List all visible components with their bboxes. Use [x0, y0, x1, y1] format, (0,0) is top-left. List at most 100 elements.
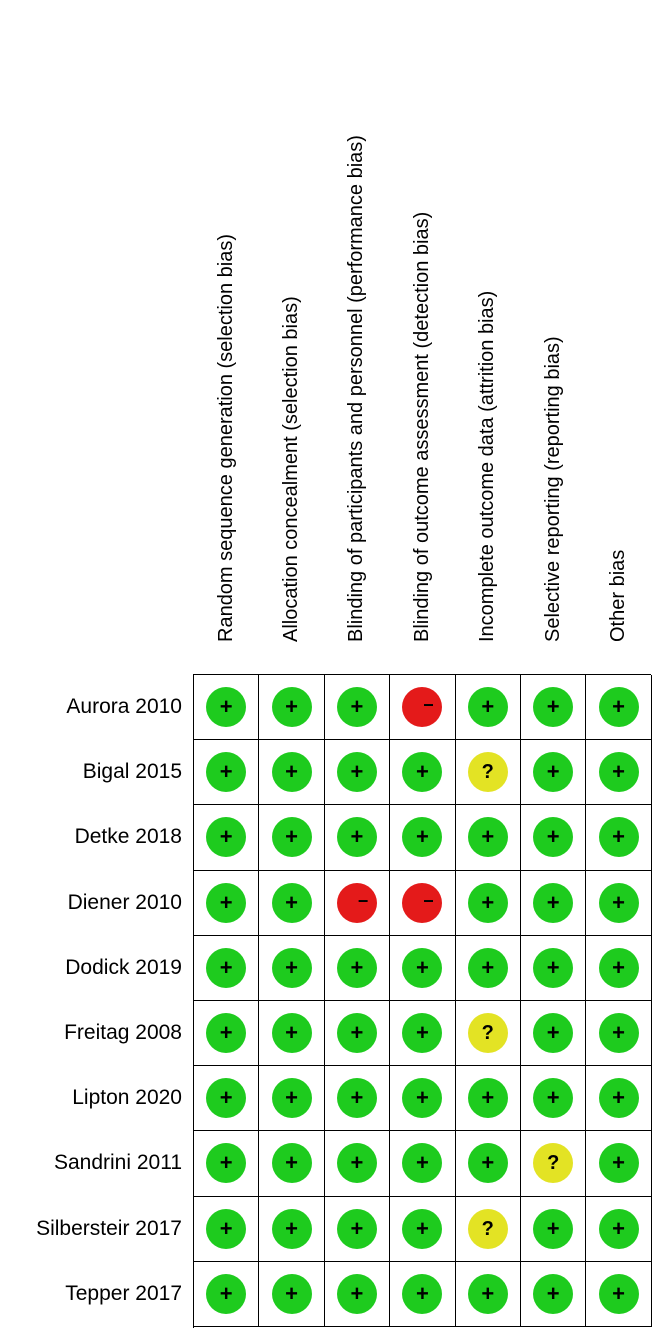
rating-cell: +	[324, 1131, 391, 1197]
risk-symbol: +	[612, 889, 625, 915]
rating-cell: −	[390, 675, 456, 741]
rating-cell: +	[455, 935, 521, 1001]
risk-symbol: +	[285, 759, 298, 785]
low-risk-icon: +	[467, 817, 508, 858]
rating-cell: +	[194, 1001, 260, 1067]
risk-symbol: +	[285, 954, 298, 980]
rating-cell: +	[390, 1066, 456, 1132]
low-risk-icon: +	[336, 1078, 377, 1119]
rating-cell: ?	[455, 1001, 521, 1067]
low-risk-icon: +	[402, 1208, 443, 1249]
study-label: Bigal 2015	[82, 760, 182, 784]
risk-symbol: ?	[547, 1152, 560, 1175]
domain-header-label: Blinding of participants and personnel (…	[345, 135, 368, 642]
risk-symbol: ?	[481, 761, 494, 784]
rating-cell: +	[521, 1001, 587, 1067]
rating-cell: +	[259, 870, 325, 936]
rating-cell: +	[390, 740, 456, 806]
rating-cell: +	[259, 805, 325, 871]
rating-cell: +	[455, 675, 521, 741]
risk-symbol: +	[350, 694, 364, 720]
risk-symbol: +	[219, 694, 233, 720]
risk-symbol: +	[350, 1085, 364, 1111]
low-risk-icon: +	[402, 817, 443, 858]
domain-header: Other bias	[585, 0, 650, 672]
risk-symbol: +	[415, 954, 429, 980]
rating-cell: +	[324, 805, 391, 871]
rating-cell: +	[259, 1261, 325, 1327]
risk-symbol: +	[612, 954, 625, 980]
rating-cell: +	[259, 675, 325, 741]
risk-symbol: −	[423, 890, 434, 911]
high-risk-icon: −	[402, 882, 443, 923]
study-label: Freitag 2008	[64, 1021, 182, 1044]
risk-symbol: +	[350, 824, 364, 850]
low-risk-icon: +	[336, 1143, 377, 1184]
low-risk-icon: +	[598, 752, 639, 793]
domain-header-label: Random sequence generation (selection bi…	[214, 233, 237, 642]
risk-symbol: +	[219, 1280, 233, 1306]
low-risk-icon: +	[271, 947, 312, 988]
risk-symbol: +	[546, 824, 560, 850]
rating-cell: +	[521, 1066, 587, 1132]
low-risk-icon: +	[598, 1273, 639, 1314]
rating-cell: +	[455, 805, 521, 871]
domain-header: Blinding of participants and personnel (…	[324, 0, 389, 672]
low-risk-icon: +	[533, 1208, 574, 1249]
rating-cell: +	[259, 935, 325, 1001]
low-risk-icon: +	[271, 1013, 312, 1054]
rating-cell: +	[324, 675, 391, 741]
low-risk-icon: +	[402, 1013, 443, 1054]
rating-cell: +	[259, 740, 325, 806]
risk-symbol: +	[546, 759, 560, 785]
low-risk-icon: +	[336, 752, 377, 793]
low-risk-icon: +	[271, 1273, 312, 1314]
risk-symbol: +	[612, 694, 625, 720]
low-risk-icon: +	[533, 817, 574, 858]
study-label: Aurora 2010	[66, 695, 182, 718]
rating-cell: +	[521, 740, 587, 806]
low-risk-icon: +	[336, 817, 377, 858]
low-risk-icon: +	[206, 1208, 247, 1249]
risk-symbol: +	[285, 1085, 298, 1111]
domain-headers: Random sequence generation (selection bi…	[214, 0, 650, 672]
risk-symbol: ?	[481, 1022, 494, 1045]
risk-symbol: +	[219, 759, 233, 785]
domain-header: Blinding of outcome assessment (detectio…	[389, 0, 454, 672]
rating-cell: +	[521, 1196, 587, 1262]
risk-symbol: +	[350, 1020, 364, 1046]
rating-cell: +	[586, 1001, 652, 1067]
risk-symbol: +	[219, 1215, 233, 1241]
study-label: Dodick 2019	[65, 955, 182, 979]
risk-symbol: +	[546, 954, 560, 980]
low-risk-icon: +	[206, 1013, 247, 1054]
low-risk-icon: +	[336, 947, 377, 988]
low-risk-icon: +	[206, 1078, 247, 1119]
rating-cell: +	[586, 805, 652, 871]
low-risk-icon: +	[336, 1273, 377, 1314]
rating-cell: +	[194, 740, 260, 806]
risk-symbol: +	[285, 889, 298, 915]
rating-cell: +	[324, 1001, 391, 1067]
low-risk-icon: +	[402, 947, 443, 988]
low-risk-icon: +	[336, 687, 377, 728]
risk-symbol: +	[415, 1215, 429, 1241]
low-risk-icon: +	[271, 687, 312, 728]
low-risk-icon: +	[533, 752, 574, 793]
risk-symbol: +	[546, 694, 560, 720]
study-label: Tepper 2017	[65, 1281, 182, 1305]
risk-symbol: +	[481, 889, 495, 915]
low-risk-icon: +	[402, 1273, 443, 1314]
low-risk-icon: +	[336, 1013, 377, 1054]
risk-symbol: +	[481, 694, 495, 720]
risk-symbol: +	[415, 1085, 429, 1111]
domain-header: Allocation concealment (selection bias)	[258, 0, 323, 672]
risk-symbol: +	[546, 1215, 560, 1241]
domain-header-label: Blinding of outcome assessment (detectio…	[410, 211, 433, 642]
low-risk-icon: +	[402, 752, 443, 793]
low-risk-icon: +	[598, 817, 639, 858]
rating-cell: +	[521, 870, 587, 936]
low-risk-icon: +	[271, 817, 312, 858]
risk-symbol: +	[546, 1020, 560, 1046]
